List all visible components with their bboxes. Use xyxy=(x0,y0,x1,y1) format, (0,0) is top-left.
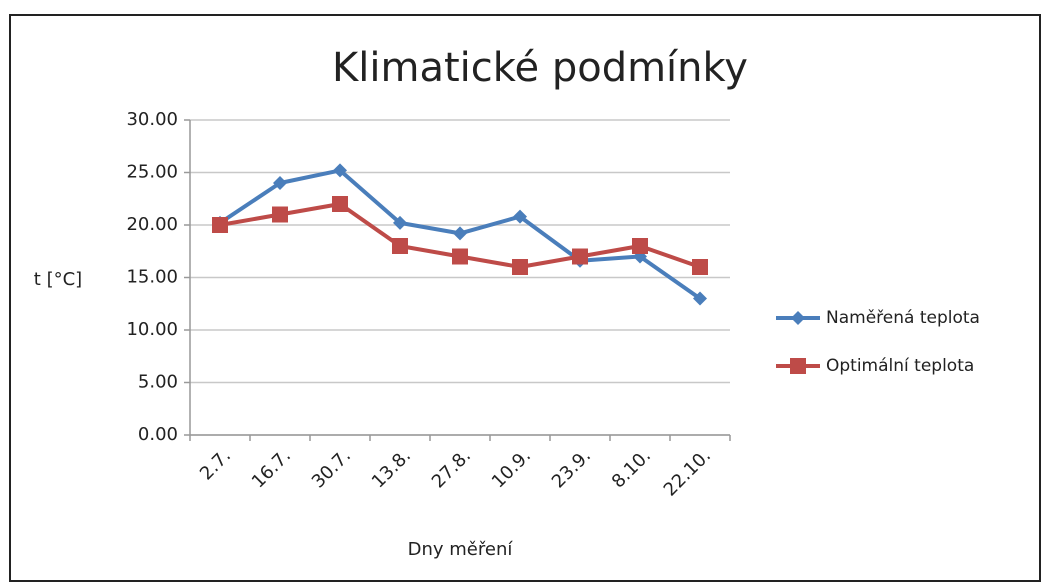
data-point xyxy=(392,238,408,254)
chart-border xyxy=(9,14,1041,582)
data-point xyxy=(333,163,347,178)
data-point xyxy=(692,259,708,275)
data-point xyxy=(693,291,707,306)
y-axis-label: t [°C] xyxy=(34,269,82,290)
data-point xyxy=(273,176,287,190)
y-tick-label: 10.00 xyxy=(126,319,178,340)
data-point xyxy=(332,196,348,212)
x-axis-label: Dny měření xyxy=(408,539,514,560)
data-point xyxy=(512,259,528,275)
data-point xyxy=(572,248,588,265)
data-point xyxy=(393,215,407,230)
y-tick-label: 5.00 xyxy=(138,372,178,393)
chart-title: Klimatické podmínky xyxy=(332,45,748,91)
legend-marker xyxy=(791,311,805,325)
data-point xyxy=(513,209,527,224)
y-tick-label: 20.00 xyxy=(126,214,178,235)
data-point xyxy=(632,238,648,254)
y-tick-label: 25.00 xyxy=(126,162,178,183)
data-point xyxy=(272,206,288,223)
y-tick-label: 15.00 xyxy=(126,267,178,288)
y-tick-label: 30.00 xyxy=(126,109,178,130)
legend-label: Naměřená teplota xyxy=(826,308,980,328)
legend-label: Optimální teplota xyxy=(826,356,974,376)
legend-marker xyxy=(790,358,806,374)
y-tick-label: 0.00 xyxy=(138,424,178,445)
data-point xyxy=(452,248,468,265)
data-point xyxy=(453,226,467,241)
data-point xyxy=(212,217,228,233)
